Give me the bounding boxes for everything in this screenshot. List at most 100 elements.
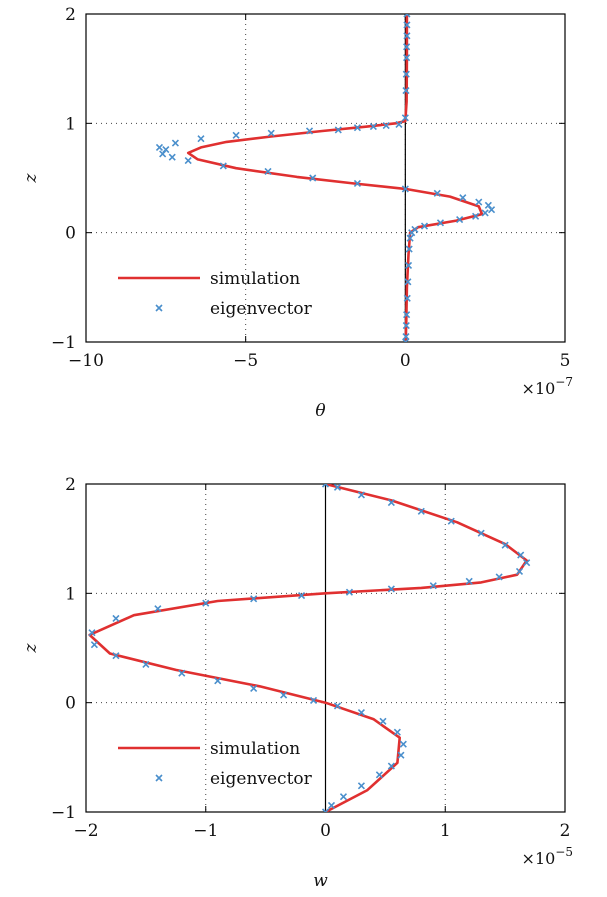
series-line-simulation xyxy=(186,14,484,342)
series-marker-eigenvector xyxy=(333,484,342,491)
series-marker-eigenvector xyxy=(481,209,489,217)
series-marker-eigenvector xyxy=(339,793,348,801)
series-marker-eigenvector xyxy=(517,551,525,559)
y-tick-label: 2 xyxy=(65,5,76,25)
series-marker-eigenvector xyxy=(495,573,503,581)
x-tick-label: 2 xyxy=(560,821,571,841)
series-marker-eigenvector xyxy=(178,669,186,677)
series-marker-eigenvector xyxy=(219,162,227,170)
plot-area xyxy=(88,484,531,812)
series-marker-eigenvector xyxy=(387,762,395,770)
series-marker-eigenvector xyxy=(159,150,167,158)
series-marker-eigenvector xyxy=(456,215,464,224)
x-tick-label: 0 xyxy=(320,821,331,841)
series-marker-eigenvector xyxy=(155,143,164,151)
series-marker-eigenvector xyxy=(375,771,383,779)
series-marker-eigenvector xyxy=(472,212,480,220)
series-marker-eigenvector xyxy=(250,595,258,603)
y-axis-label: z xyxy=(21,642,41,653)
series-marker-eigenvector xyxy=(305,127,314,135)
series-marker-eigenvector xyxy=(197,135,205,143)
series-marker-eigenvector xyxy=(297,591,306,600)
series-marker-eigenvector xyxy=(403,14,411,18)
x-tick-label: −1 xyxy=(193,821,218,841)
x-tick-label: −5 xyxy=(233,351,258,371)
x-tick-label: −10 xyxy=(68,351,104,371)
legend-label-simulation: simulation xyxy=(210,269,300,289)
y-tick-label: −1 xyxy=(51,333,76,353)
y-tick-label: 0 xyxy=(65,694,76,714)
series-marker-eigenvector xyxy=(171,139,179,147)
y-tick-label: −1 xyxy=(51,803,76,823)
series-marker-eigenvector xyxy=(90,641,98,649)
series-marker-eigenvector xyxy=(353,124,361,132)
y-tick-label: 0 xyxy=(65,224,76,244)
series-marker-eigenvector xyxy=(433,189,441,197)
series-marker-eigenvector xyxy=(404,278,412,286)
series-marker-eigenvector xyxy=(250,684,258,693)
series-marker-eigenvector xyxy=(397,751,405,759)
x-tick-label: 0 xyxy=(400,351,411,371)
x-tick-label: −2 xyxy=(73,821,98,841)
series-marker-eigenvector xyxy=(402,338,410,342)
x-multiplier-label: ×10−7 xyxy=(522,375,573,398)
series-marker-eigenvector xyxy=(382,121,390,130)
legend-label-eigenvector: eigenvector xyxy=(210,769,313,789)
series-marker-eigenvector xyxy=(345,588,354,596)
series-marker-eigenvector xyxy=(395,120,403,128)
series-marker-eigenvector xyxy=(405,245,413,253)
series-marker-eigenvector xyxy=(168,153,176,161)
x-multiplier-exponent: −7 xyxy=(555,375,573,389)
series-marker-eigenvector xyxy=(501,541,509,549)
series-marker-eigenvector xyxy=(403,294,411,302)
series-marker-eigenvector xyxy=(162,146,170,154)
series-marker-eigenvector xyxy=(436,219,445,227)
series-marker-eigenvector xyxy=(309,174,317,182)
series-marker-eigenvector xyxy=(402,322,410,330)
series-marker-eigenvector xyxy=(393,728,401,736)
series-marker-eigenvector xyxy=(459,194,467,202)
series-marker-eigenvector xyxy=(112,614,120,623)
series-marker-eigenvector xyxy=(353,179,361,188)
series-marker-eigenvector xyxy=(402,86,410,95)
legend-swatch-eigenvector xyxy=(155,304,163,312)
series-marker-eigenvector xyxy=(387,585,395,593)
legend-swatch-eigenvector xyxy=(155,774,163,782)
series-marker-eigenvector xyxy=(214,677,222,685)
series-marker-eigenvector xyxy=(202,599,210,607)
series-marker-eigenvector xyxy=(403,43,411,51)
x-axis-label: θ xyxy=(315,401,325,421)
series-marker-eigenvector xyxy=(387,499,395,507)
plot-frame xyxy=(85,13,566,343)
y-axis-label: z xyxy=(21,172,41,183)
series-marker-eigenvector xyxy=(280,691,288,699)
series-marker-eigenvector xyxy=(88,629,96,637)
series-marker-eigenvector xyxy=(475,198,483,206)
series-marker-eigenvector xyxy=(484,201,492,209)
series-marker-eigenvector xyxy=(321,808,330,812)
series-marker-eigenvector xyxy=(417,507,425,515)
y-tick-label: 2 xyxy=(65,475,76,495)
x-multiplier-exponent: −5 xyxy=(555,845,573,859)
plot-area xyxy=(155,14,496,342)
series-marker-eigenvector xyxy=(264,167,272,176)
y-tick-label: 1 xyxy=(65,584,76,604)
series-marker-eigenvector xyxy=(447,517,455,525)
series-marker-eigenvector xyxy=(369,123,377,131)
series-marker-eigenvector xyxy=(429,582,437,590)
x-multiplier-label: ×10−5 xyxy=(522,845,573,868)
series-marker-eigenvector xyxy=(402,70,410,78)
series-marker-eigenvector xyxy=(333,702,342,710)
series-marker-eigenvector xyxy=(112,652,120,660)
series-marker-eigenvector xyxy=(487,206,496,214)
series-marker-eigenvector xyxy=(403,54,411,62)
series-marker-eigenvector xyxy=(309,696,318,705)
series-marker-eigenvector xyxy=(402,332,410,341)
x-axis-label: w xyxy=(313,871,328,891)
series-marker-eigenvector xyxy=(379,717,387,725)
series-marker-eigenvector xyxy=(403,32,411,40)
series-marker-eigenvector xyxy=(321,484,330,488)
series-line-simulation xyxy=(88,484,528,812)
series-marker-eigenvector xyxy=(477,529,485,537)
